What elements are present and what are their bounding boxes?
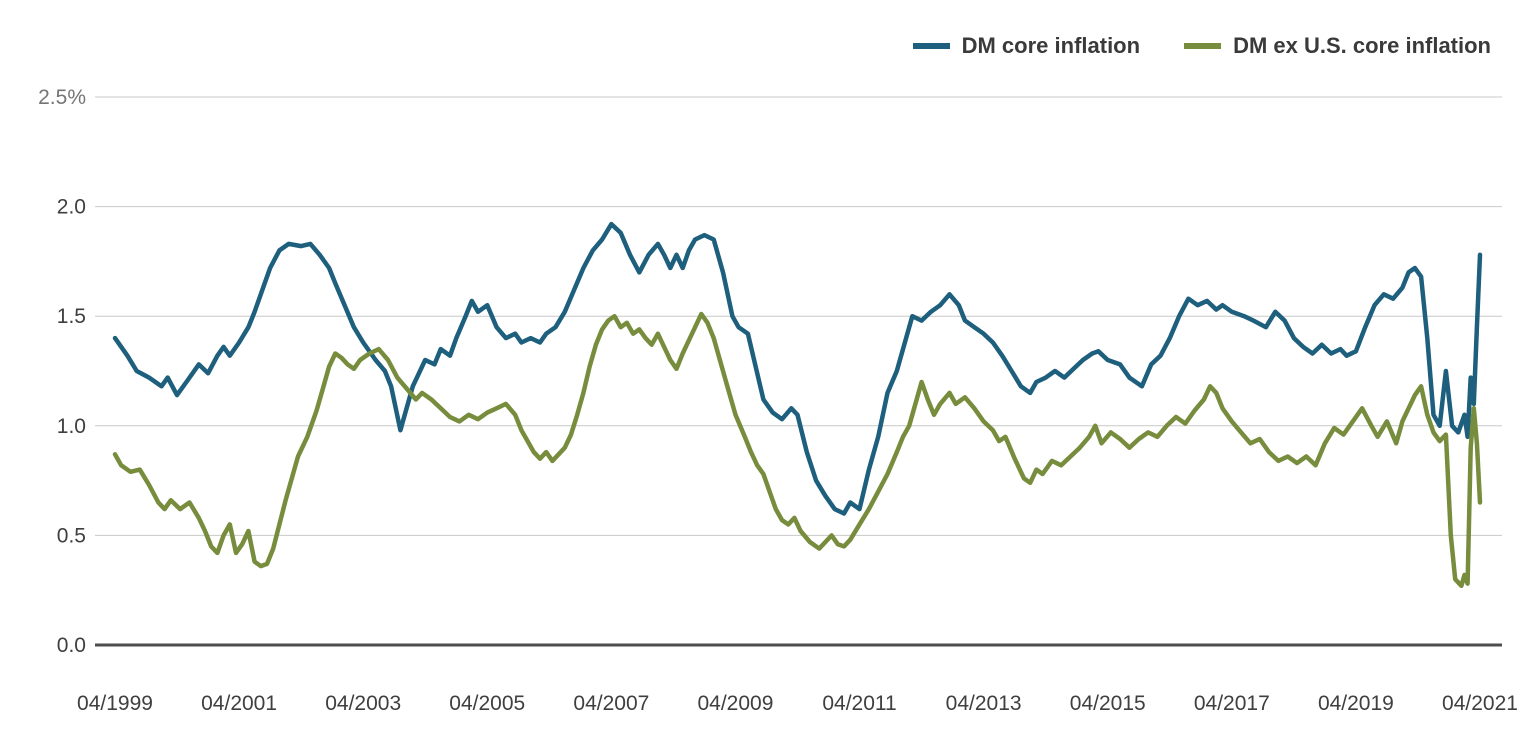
- legend-label-dm-core: DM core inflation: [961, 33, 1141, 58]
- legend-swatch-dm-ex-us-core: [1184, 43, 1222, 49]
- x-tick-label: 04/2015: [1070, 692, 1146, 715]
- y-tick-label: 2.5%: [38, 86, 86, 109]
- legend: DM core inflation DM ex U.S. core inflat…: [912, 33, 1491, 59]
- y-tick-label: 2.0: [57, 196, 86, 219]
- legend-item-dm-core: DM core inflation: [912, 33, 1141, 59]
- y-tick-label: 1.5: [57, 305, 86, 328]
- x-tick-label: 04/2005: [449, 692, 525, 715]
- x-tick-label: 04/2007: [573, 692, 649, 715]
- x-tick-label: 04/2003: [325, 692, 401, 715]
- y-tick-label: 0.5: [57, 524, 86, 547]
- legend-label-dm-ex-us-core: DM ex U.S. core inflation: [1233, 33, 1491, 58]
- series-line-dm-core: [112, 221, 1483, 516]
- x-tick-label: 04/2021: [1442, 692, 1518, 715]
- x-tick-label: 04/2017: [1194, 692, 1270, 715]
- x-tick-label: 04/2009: [697, 692, 773, 715]
- y-tick-label: 1.0: [57, 415, 86, 438]
- x-tick-label: 04/2019: [1318, 692, 1394, 715]
- series-line-dm-ex-us-core: [112, 311, 1483, 589]
- x-tick-label: 04/2013: [946, 692, 1022, 715]
- x-tick-label: 04/2011: [822, 692, 896, 715]
- x-tick-label: 04/1999: [77, 692, 153, 715]
- legend-item-dm-ex-us-core: DM ex U.S. core inflation: [1184, 33, 1491, 59]
- x-tick-label: 04/2001: [201, 692, 277, 715]
- y-tick-label: 0.0: [57, 634, 86, 657]
- legend-swatch-dm-core: [912, 43, 950, 49]
